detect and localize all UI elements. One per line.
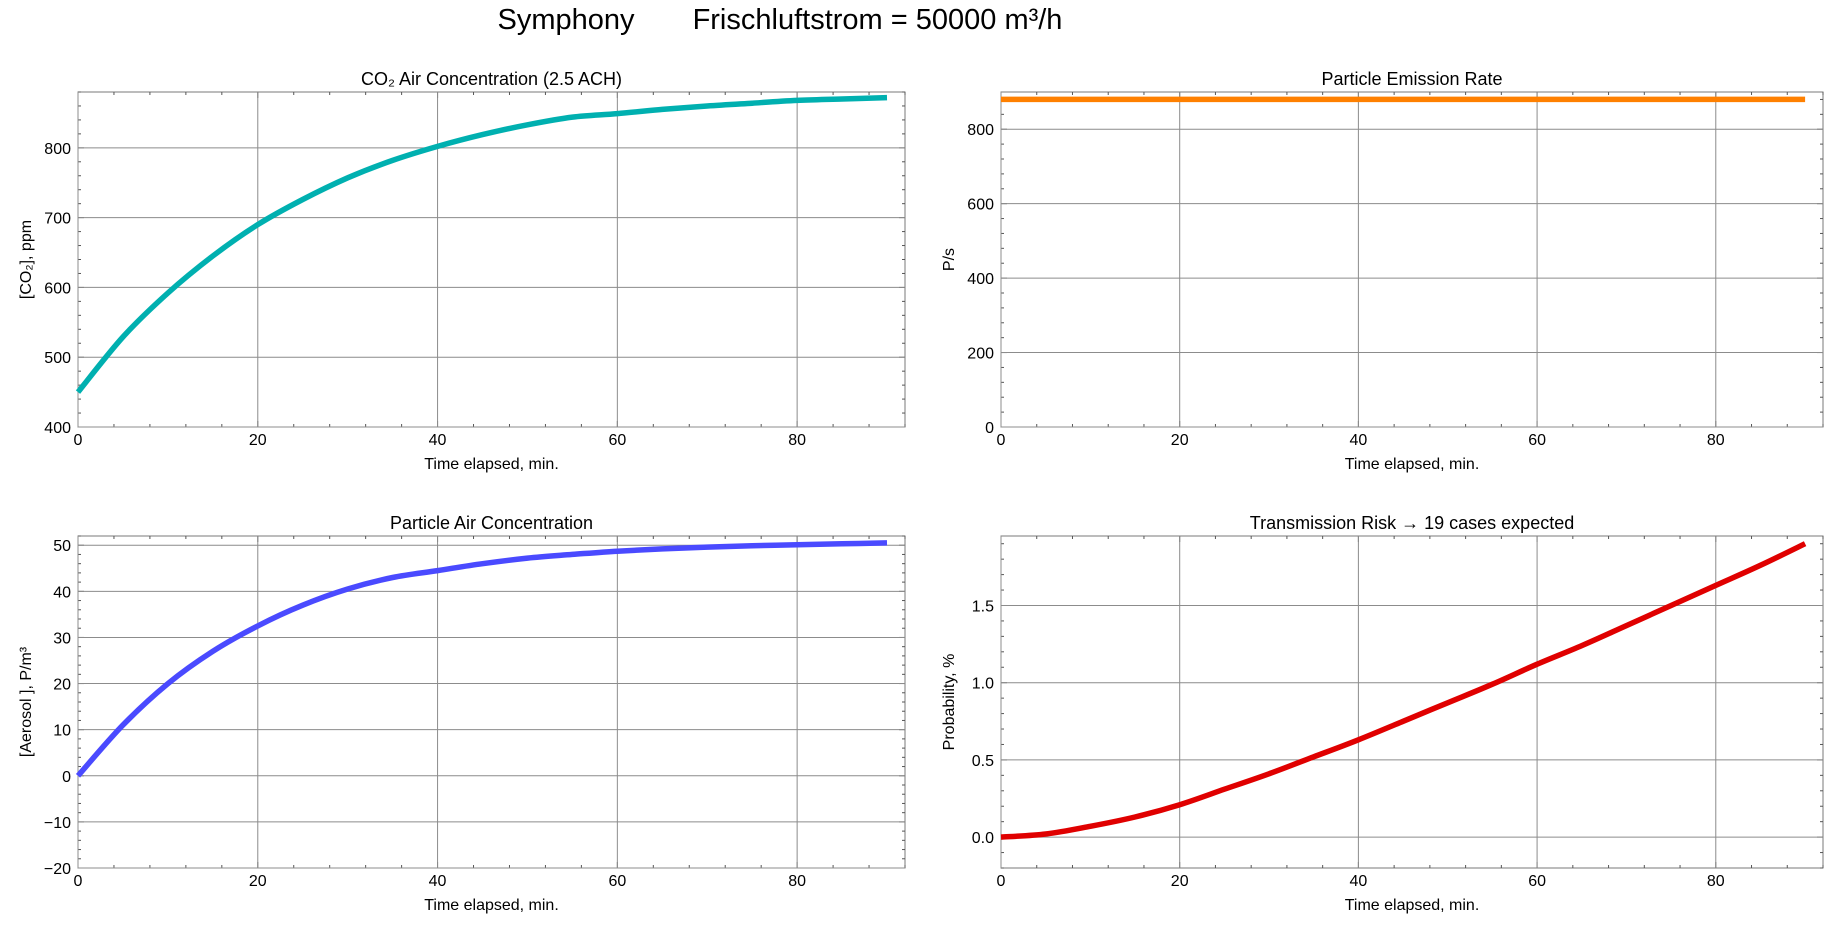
y-tick-label: 600 [967, 197, 994, 214]
chart-title: Particle Emission Rate [1321, 69, 1502, 89]
x-tick-label: 0 [74, 873, 83, 890]
x-tick-label: 80 [788, 432, 806, 449]
y-axis-label: [Aerosol ], P/m³ [18, 646, 35, 757]
x-tick-label: 0 [997, 432, 1006, 449]
x-tick-label: 80 [1707, 873, 1725, 890]
x-tick-label: 20 [1171, 873, 1189, 890]
figure-title: Symphony Frischluftstrom = 50000 m³/h [0, 0, 1560, 40]
chart-risk: 0 20 40 60 80 0.0 0.5 1.0 1.5 Transmission Risk →… [941, 513, 1824, 914]
chart-aerosol: 0 20 40 60 80 −20 −10 0 10 20 30 40 50 Particle Air C… [18, 513, 906, 914]
x-tick-label: 0 [997, 873, 1006, 890]
y-tick-label: 500 [44, 350, 71, 367]
chart-title: Transmission Risk → 19 cases expected [1250, 513, 1574, 533]
x-tick-label: 0 [74, 432, 83, 449]
plot-frame [77, 535, 906, 869]
x-tick-label: 20 [249, 873, 267, 890]
series-line-co2 [75, 94, 888, 394]
y-tick-label: 0 [985, 420, 994, 437]
x-axis-label: Time elapsed, min. [1345, 897, 1480, 914]
y-tick-label: 10 [53, 723, 71, 740]
y-tick-label: 20 [53, 677, 71, 694]
series-line-aerosol [75, 540, 888, 778]
y-tick-label: 400 [967, 271, 994, 288]
y-tick-label: −10 [44, 815, 71, 832]
plot-frame [1000, 535, 1824, 869]
y-tick-label: 30 [53, 630, 71, 647]
y-tick-label: −20 [44, 861, 71, 878]
x-tick-label: 40 [429, 873, 447, 890]
y-tick-label: 1.0 [972, 676, 994, 693]
x-tick-label: 20 [1171, 432, 1189, 449]
x-tick-label: 80 [788, 873, 806, 890]
y-tick-label: 600 [44, 280, 71, 297]
figure-title-right: Frischluftstrom = 50000 m³/h [692, 3, 1063, 36]
figure-title-left: Symphony [497, 3, 635, 36]
y-tick-label: 0.5 [972, 753, 994, 770]
y-tick-label: 50 [53, 538, 71, 555]
x-tick-label: 60 [608, 873, 626, 890]
y-tick-label: 0.0 [972, 830, 994, 847]
chart-title: Particle Air Concentration [390, 513, 593, 533]
series-line-risk [1000, 541, 1807, 840]
x-axis-label: Time elapsed, min. [424, 897, 559, 914]
plot-frame [77, 91, 906, 428]
y-tick-label: 0 [62, 769, 71, 786]
plot-frame [1000, 91, 1824, 428]
x-tick-label: 60 [608, 432, 626, 449]
y-tick-label: 800 [44, 141, 71, 158]
x-tick-label: 60 [1528, 432, 1546, 449]
x-axis-label: Time elapsed, min. [1345, 456, 1480, 473]
chart-co2: 0 20 40 60 80 400 500 600 700 800 CO₂ Air Concentr… [18, 69, 906, 473]
y-tick-label: 200 [967, 346, 994, 363]
chart-title: CO₂ Air Concentration (2.5 ACH) [361, 69, 622, 89]
x-tick-label: 60 [1528, 873, 1546, 890]
x-tick-label: 40 [1349, 873, 1367, 890]
x-tick-label: 20 [249, 432, 267, 449]
y-axis-label: Probability, % [941, 654, 958, 751]
y-tick-label: 1.5 [972, 598, 994, 615]
y-tick-label: 40 [53, 584, 71, 601]
y-axis-label: [CO₂], ppm [18, 220, 35, 299]
x-tick-label: 80 [1707, 432, 1725, 449]
y-tick-label: 800 [967, 122, 994, 139]
y-tick-label: 700 [44, 211, 71, 228]
x-tick-label: 40 [429, 432, 447, 449]
x-tick-label: 40 [1349, 432, 1367, 449]
y-axis-label: P/s [941, 248, 958, 271]
y-tick-label: 400 [44, 420, 71, 437]
x-axis-label: Time elapsed, min. [424, 456, 559, 473]
